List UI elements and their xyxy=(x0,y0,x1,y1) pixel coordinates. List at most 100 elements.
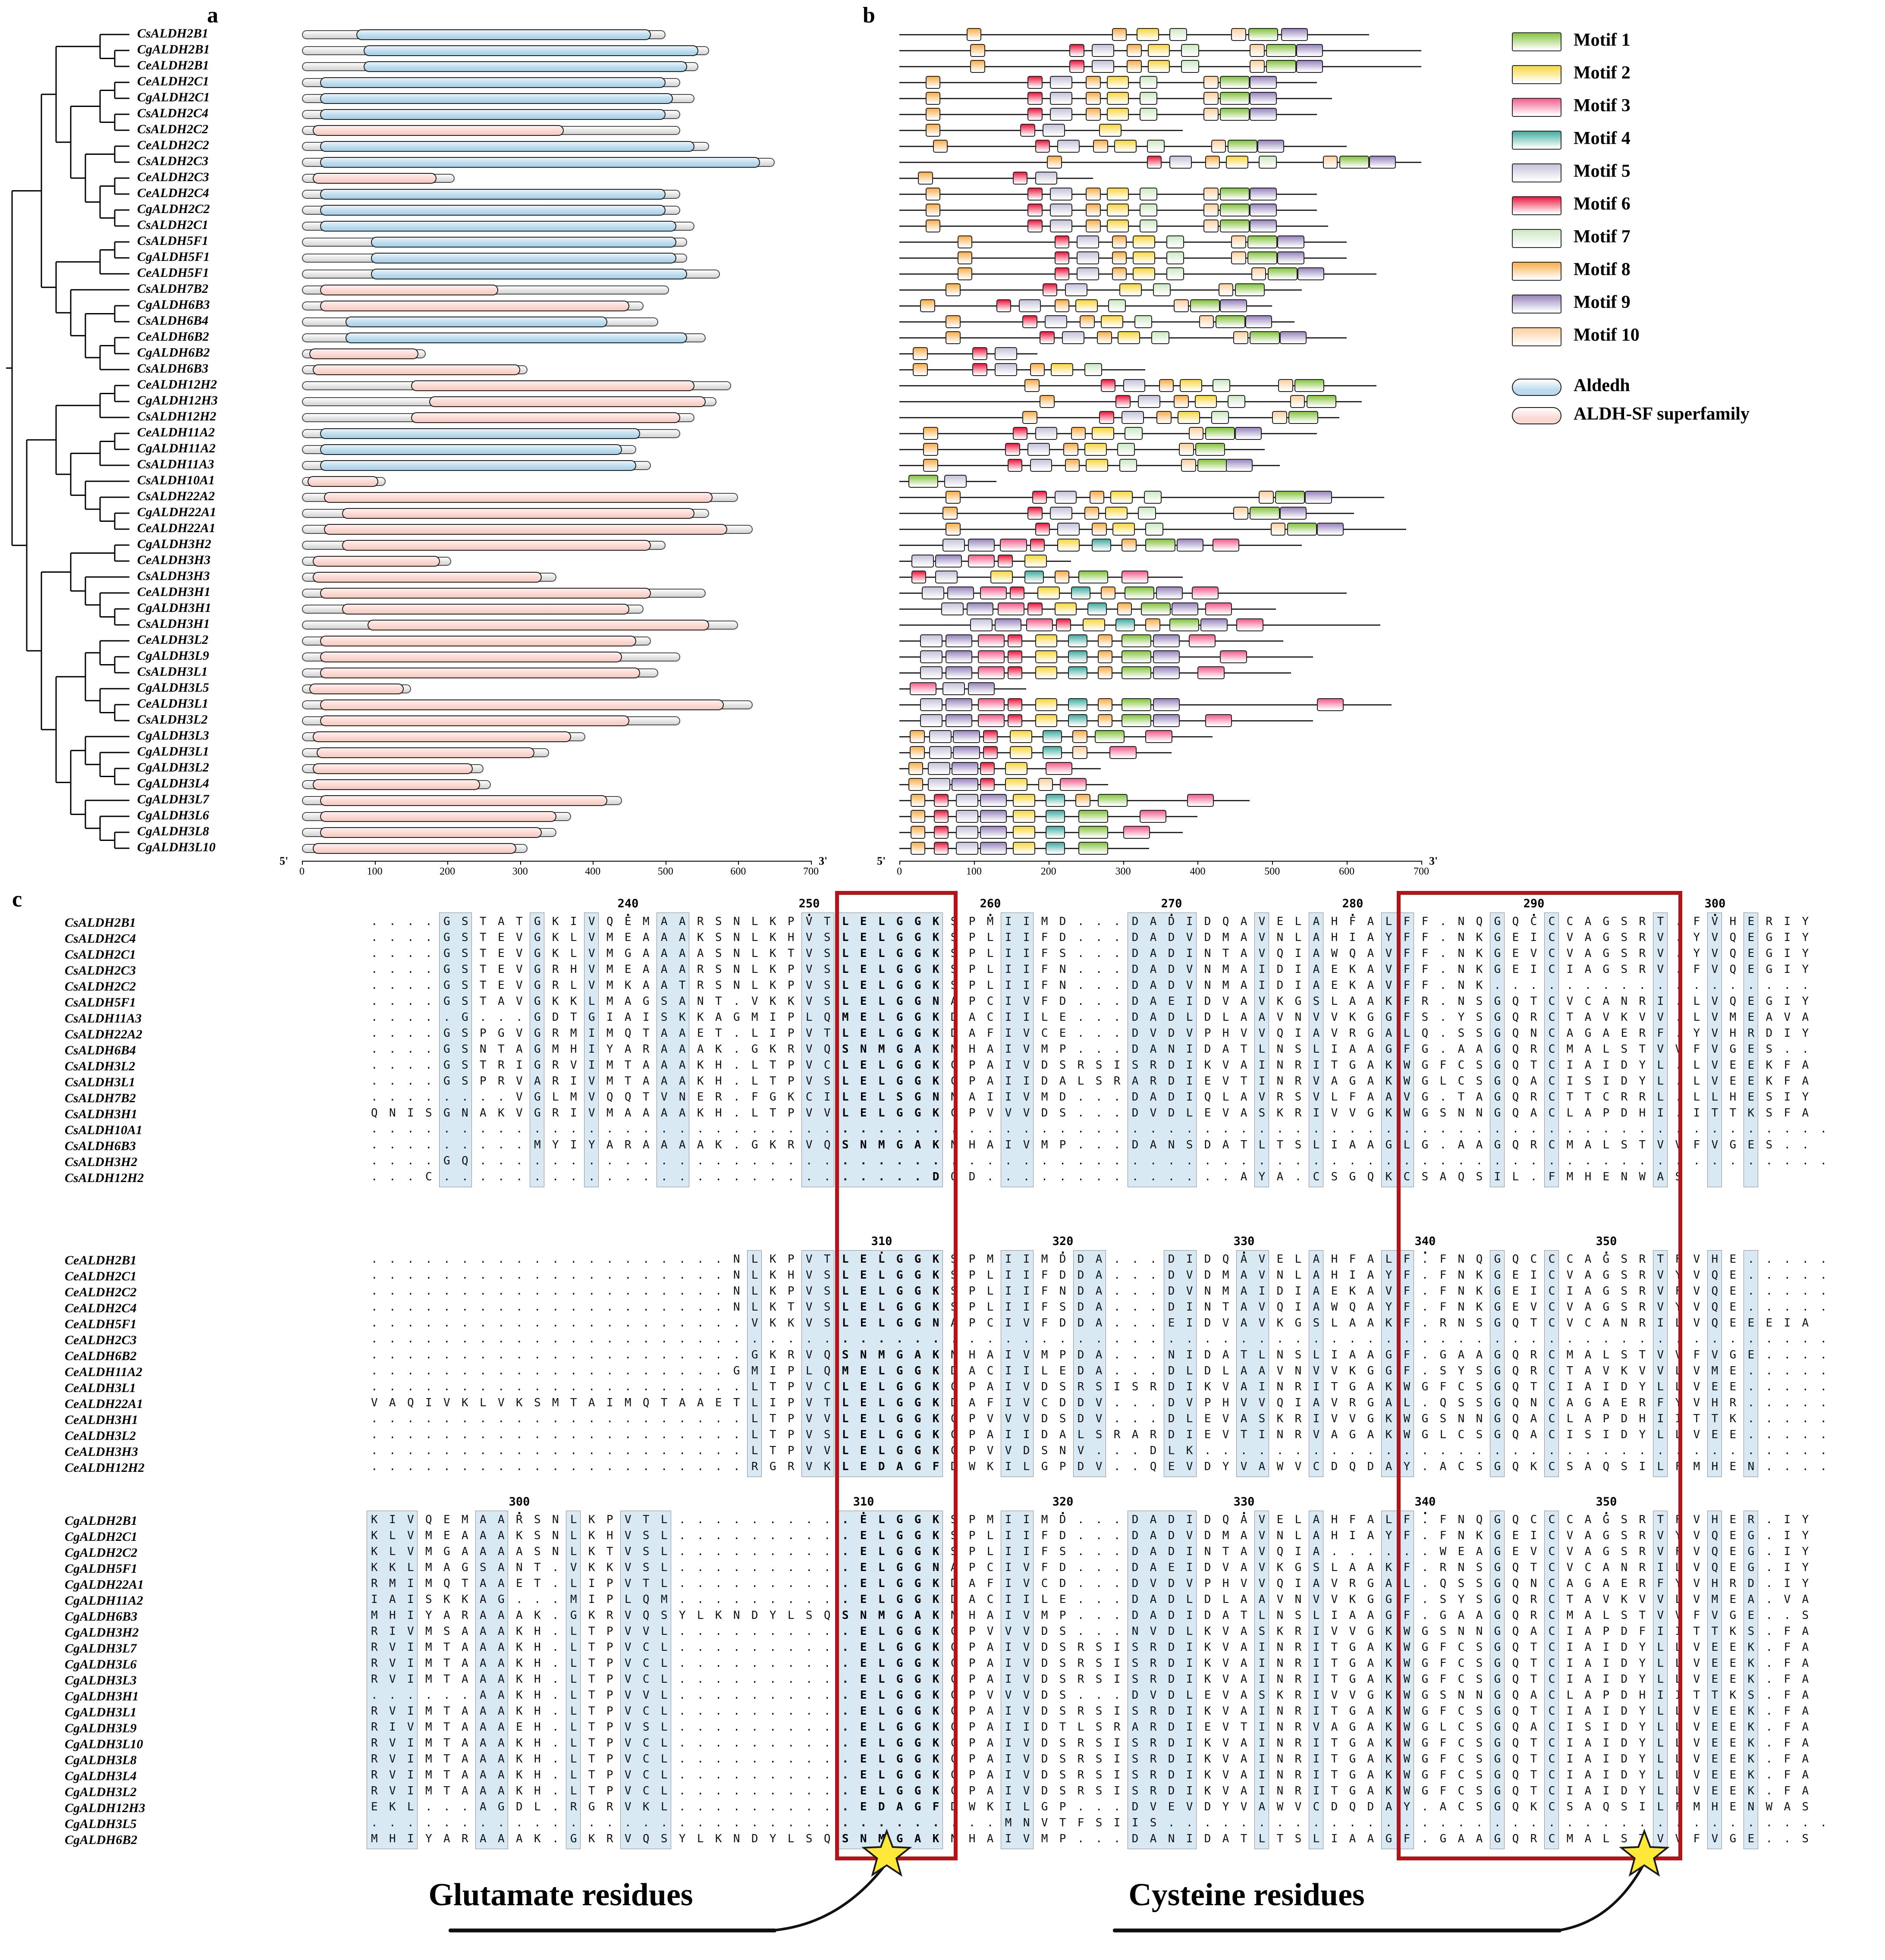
aldhsf-domain-bar xyxy=(411,412,680,423)
gene-label: CgALDH12H3 xyxy=(137,393,218,408)
motif-8-box xyxy=(1054,571,1070,583)
aldhsf-domain-bar xyxy=(320,811,556,822)
alignment-sequence: RIVMSAAAKH.LTPVVL..........ELGGKCPVVVDS.… xyxy=(371,1625,1820,1638)
alignment-row-label: CgALDH3L1 xyxy=(65,1705,137,1719)
gene-label: CgALDH3L3 xyxy=(137,728,209,743)
motif-1-box xyxy=(1078,571,1108,583)
glutamate-motif: LELGGK xyxy=(842,1075,951,1088)
glutamate-motif: .ELGGK xyxy=(842,1593,951,1606)
motif-6-box xyxy=(983,730,998,743)
motif-10-box xyxy=(1218,283,1234,296)
gene-label: CeALDH22A1 xyxy=(137,521,216,535)
motif-row-line xyxy=(899,640,1284,642)
motif-6-box xyxy=(933,842,949,855)
alignment-sequence: RVIMTAAAKH.LTPVCL..........ELGGKCPAIVDSR… xyxy=(371,1657,1820,1670)
alignment-row-label: CsALDH3H1 xyxy=(65,1107,138,1121)
motif-1-box xyxy=(1197,459,1228,472)
alignment-row-label: CeALDH3H1 xyxy=(65,1413,138,1427)
glutamate-residues-label: Glutamate residues xyxy=(428,1877,693,1913)
legend-motif-label: Motif 4 xyxy=(1574,129,1631,148)
motif-9-box xyxy=(947,586,974,599)
five-prime-label: 5' xyxy=(280,855,289,867)
motif-1-box xyxy=(1247,251,1278,264)
motif-5-box xyxy=(1169,156,1192,169)
glutamate-motif: LEDAGF xyxy=(842,1460,951,1473)
gene-label: CsALDH12H2 xyxy=(137,409,217,423)
ruler-dot: . xyxy=(986,906,994,919)
motif-5-box xyxy=(995,363,1018,376)
legend-domain-label: Aldedh xyxy=(1574,376,1630,395)
legend-motif-label: Motif 9 xyxy=(1574,292,1631,312)
ruler-dot: . xyxy=(1602,1504,1610,1517)
alignment-row-label: CeALDH22A1 xyxy=(65,1397,143,1411)
aldedh-domain-bar xyxy=(371,269,688,279)
aldedh-domain-bar xyxy=(320,157,760,168)
three-prime-label: 3' xyxy=(818,855,828,867)
motif-1-box xyxy=(1205,427,1235,440)
motif-3-box xyxy=(1123,826,1150,839)
motif-8-box xyxy=(970,60,985,73)
motif-8-box xyxy=(1086,188,1101,201)
axis-tick xyxy=(1347,861,1348,865)
alignment-row-label: CsALDH2C1 xyxy=(65,947,136,962)
motif-row-line xyxy=(899,178,1093,179)
alignment-sequence: .....G...GDTGIAISKKAGMIPLQMELGGKDACIILE.… xyxy=(371,1011,1820,1024)
motif-1-box xyxy=(1094,730,1125,743)
gene-label: CgALDH3L4 xyxy=(137,776,209,790)
alignment-sequence: ....GSTEVGRLVMKAATRSNLKPVSLELGGKSPLIIFN.… xyxy=(371,979,1820,992)
motif-5-box xyxy=(929,730,952,743)
motif-3-box xyxy=(1197,666,1225,679)
motif-1-box xyxy=(1250,507,1280,520)
legend-domain-label: ALDH-SF superfamily xyxy=(1574,404,1750,424)
ruler-dot: . xyxy=(1349,906,1357,919)
ruler-dot: . xyxy=(1240,1504,1248,1517)
motif-5-box xyxy=(920,634,943,647)
ruler-number: 290 xyxy=(1523,897,1545,910)
alignment-row-label: CgALDH3L4 xyxy=(65,1769,137,1783)
motif-10-box xyxy=(1179,443,1194,456)
gene-label: CgALDH5F1 xyxy=(137,250,210,264)
aldhsf-domain-bar xyxy=(313,779,480,790)
motif-9-box xyxy=(953,746,980,759)
gene-label: CsALDH7B2 xyxy=(137,282,209,296)
aldhsf-domain-bar xyxy=(313,731,571,742)
ruler-dot: . xyxy=(1421,1243,1429,1257)
aldhsf-domain-bar xyxy=(320,636,637,646)
gene-label: CgALDH3L9 xyxy=(137,649,209,663)
glutamate-motif: .....D xyxy=(842,1170,951,1183)
motif-2-box xyxy=(1110,491,1133,504)
axis-tick-label: 400 xyxy=(585,866,601,877)
motif-6-box xyxy=(1007,459,1023,472)
alignment-row-label: CeALDH12H2 xyxy=(65,1461,145,1475)
motif-5-box xyxy=(1057,523,1080,536)
motif-8-box xyxy=(946,523,961,536)
aldhsf-domain-bar xyxy=(320,699,724,710)
glutamate-motif: LELGGN xyxy=(842,1317,951,1330)
motif-2-box xyxy=(1005,762,1028,775)
motif-1-box xyxy=(1145,539,1175,552)
motif-10-box xyxy=(1270,523,1286,536)
motif-6-box xyxy=(1027,108,1043,121)
motif-9-box xyxy=(1279,331,1307,344)
conserved-column-highlight xyxy=(1544,1511,1559,1849)
glutamate-motif: LELGGK xyxy=(842,1027,951,1040)
alignment-row-label: CeALDH5F1 xyxy=(65,1317,137,1331)
motif-9-box xyxy=(1153,650,1180,663)
alignment-row-label: CgALDH3H1 xyxy=(65,1689,139,1703)
motif-7-box xyxy=(1117,443,1135,456)
motif-5-box xyxy=(921,586,944,599)
aldhsf-domain-bar xyxy=(320,301,629,311)
glutamate-motif: LELGGK xyxy=(842,963,951,976)
ruler-number: 350 xyxy=(1596,1235,1617,1248)
motif-8-box xyxy=(1093,140,1108,153)
conserved-column-highlight xyxy=(657,913,689,1187)
motif-8-box xyxy=(923,459,938,472)
motif-7-box xyxy=(1125,427,1143,440)
motif-5-box xyxy=(956,794,979,807)
motif-2-box xyxy=(1105,507,1128,520)
motif-8-box xyxy=(946,315,961,328)
motif-1-box xyxy=(1078,810,1108,823)
aldedh-domain-bar xyxy=(320,141,695,152)
motif-2-box xyxy=(1035,666,1058,679)
